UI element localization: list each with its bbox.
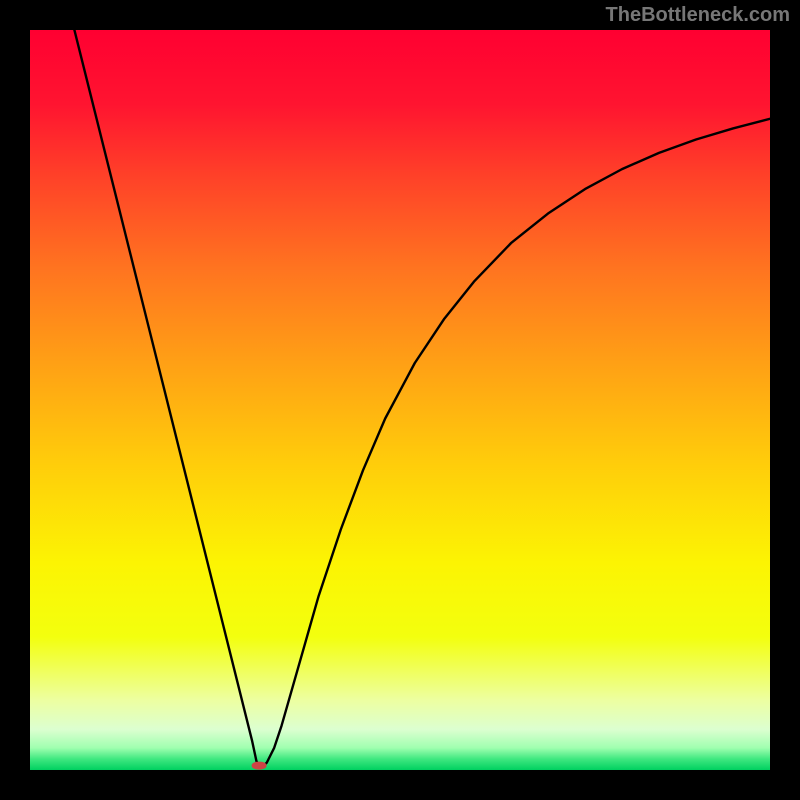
watermark-text: TheBottleneck.com [606,4,790,27]
min-marker [252,761,267,770]
plot-svg [30,30,770,770]
chart-container: TheBottleneck.com [0,0,800,800]
plot-background [30,30,770,770]
